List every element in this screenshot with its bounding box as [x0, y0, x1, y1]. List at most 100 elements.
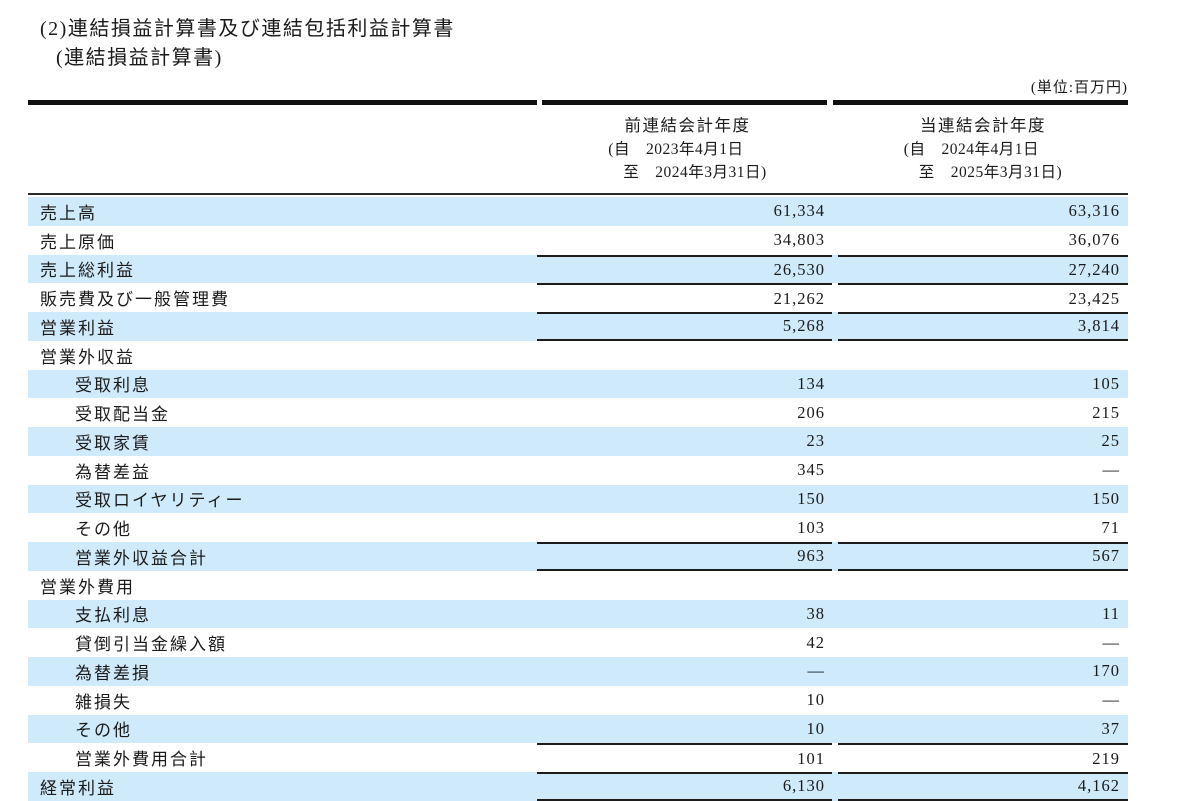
row-label: 売上原価 [40, 232, 116, 252]
period-from: (自 2024年4月1日 [903, 141, 1039, 158]
column-divider-gap [832, 772, 838, 801]
row-label: 受取家賃 [28, 427, 537, 456]
table-row: その他 103 71 [28, 513, 1128, 542]
page-title: (2)連結損益計算書及び連結包括利益計算書 [40, 18, 455, 40]
table-row: 営業外費用合計 101 219 [28, 743, 1128, 772]
table-row: 受取ロイヤリティー 150 150 [28, 484, 1128, 514]
column-header-current-year-name: 当連結会計年度 [920, 116, 1046, 135]
prev-year-value: ― [537, 657, 832, 686]
table-row: 営業外収益 [28, 341, 1128, 370]
prev-year-value: 10 [806, 690, 825, 710]
prev-year-value: 6,130 [537, 772, 832, 801]
row-label: 受取ロイヤリティー [28, 484, 537, 514]
current-year-value: 11 [838, 599, 1128, 629]
column-divider-gap [832, 254, 838, 284]
column-divider-gap [832, 369, 838, 399]
table-header-row: 前連結会計年度 (自 2023年4月1日 至 2024年3月31日) 当連結会計… [28, 105, 1128, 195]
prev-year-value: 26,530 [537, 254, 832, 284]
row-label: 為替差損 [28, 657, 537, 686]
table-row: 受取配当金 206 215 [28, 398, 1128, 427]
table-row: 貸倒引当金繰入額 42 ― [28, 628, 1128, 657]
top-rule-segment-curr-col [833, 100, 1128, 105]
row-label: 貸倒引当金繰入額 [75, 635, 227, 655]
current-year-value: 219 [838, 743, 1128, 772]
column-divider-gap [832, 312, 838, 341]
row-label: 支払利息 [28, 599, 537, 629]
table-row: 支払利息 38 11 [28, 599, 1128, 629]
prev-year-value: 206 [797, 402, 825, 422]
column-divider-gap [832, 484, 838, 514]
table-row: 営業外費用 [28, 571, 1128, 600]
current-year-value: 71 [1101, 517, 1120, 537]
prev-year-value: 150 [537, 484, 832, 514]
current-year-value: 170 [838, 657, 1128, 686]
current-year-value: 37 [838, 714, 1128, 744]
row-label: 売上総利益 [28, 254, 537, 284]
table-row: 為替差損 ― 170 [28, 657, 1128, 686]
column-header-prev-year-period: (自 2023年4月1日 至 2024年3月31日) [608, 138, 766, 184]
row-label: 営業外収益合計 [28, 542, 537, 571]
period-to: 至 2025年3月31日) [918, 164, 1063, 181]
prev-year-value: 21,262 [537, 283, 832, 312]
row-label: 販売費及び一般管理費 [40, 290, 230, 310]
table-row: 売上高 61,334 63,316 [28, 197, 1128, 226]
prev-year-value: 5,268 [537, 312, 832, 341]
income-statement-table: 前連結会計年度 (自 2023年4月1日 至 2024年3月31日) 当連結会計… [28, 100, 1128, 801]
column-divider-gap [832, 197, 838, 226]
table-row: 受取利息 134 105 [28, 369, 1128, 399]
prev-year-value: 34,803 [773, 230, 825, 250]
table-top-rule [28, 100, 1128, 105]
top-rule-segment-prev-col [542, 100, 827, 105]
prev-year-value: 101 [537, 743, 832, 772]
table-row: その他 10 37 [28, 714, 1128, 744]
current-year-value [838, 341, 1128, 370]
row-label: 売上高 [28, 197, 537, 226]
table-row: 受取家賃 23 25 [28, 427, 1128, 456]
table-row: 営業利益 5,268 3,814 [28, 312, 1128, 341]
prev-year-value [537, 571, 832, 600]
prev-year-value: 23 [537, 427, 832, 456]
column-divider-gap [832, 427, 838, 456]
table-row: 売上総利益 26,530 27,240 [28, 254, 1128, 284]
column-divider-gap [832, 714, 838, 744]
current-year-value: ― [1102, 460, 1120, 480]
row-label: 営業外収益 [40, 347, 135, 367]
row-label: 為替差益 [75, 462, 151, 482]
top-rule-segment-label-col [28, 100, 537, 105]
current-year-value: 150 [838, 484, 1128, 514]
prev-year-value: 61,334 [537, 197, 832, 226]
row-label: 受取配当金 [75, 405, 170, 425]
current-year-value: 27,240 [838, 254, 1128, 284]
column-header-prev-year-name: 前連結会計年度 [624, 116, 751, 135]
row-label: 営業外費用 [40, 577, 135, 597]
column-divider-gap [832, 542, 838, 571]
current-year-value: 25 [838, 427, 1128, 456]
prev-year-value: 38 [537, 599, 832, 629]
current-year-value: 3,814 [838, 312, 1128, 341]
current-year-value: 23,425 [838, 283, 1128, 312]
current-year-value: 63,316 [838, 197, 1128, 226]
table-body: 売上高 61,334 63,316 売上原価 34,803 36,076 売上総利益 26,5… [28, 197, 1128, 801]
current-year-value: 105 [838, 369, 1128, 399]
table-row: 営業外収益合計 963 567 [28, 542, 1128, 571]
current-year-value [838, 571, 1128, 600]
row-label: その他 [28, 714, 537, 744]
table-row: 雑損失 10 ― [28, 686, 1128, 715]
current-year-value: 567 [838, 542, 1128, 571]
row-label: その他 [75, 520, 132, 540]
page-subtitle: (連結損益計算書) [56, 47, 223, 69]
current-year-value: ― [1102, 632, 1120, 652]
prev-year-value: 103 [797, 517, 825, 537]
table-row: 販売費及び一般管理費 21,262 23,425 [28, 283, 1128, 312]
column-header-current-year: 当連結会計年度 (自 2024年4月1日 至 2025年3月31日) [838, 105, 1128, 193]
prev-year-value [537, 341, 832, 370]
unit-label: (単位:百万円) [1030, 80, 1128, 96]
prev-year-value: 345 [797, 460, 825, 480]
table-row: 経常利益 6,130 4,162 [28, 772, 1128, 801]
column-divider-gap [832, 657, 838, 686]
column-header-current-year-period: (自 2024年4月1日 至 2025年3月31日) [904, 138, 1062, 184]
header-label-spacer [28, 105, 537, 193]
prev-year-value: 963 [537, 542, 832, 571]
row-label: 営業利益 [28, 312, 537, 341]
column-divider-gap [832, 599, 838, 629]
